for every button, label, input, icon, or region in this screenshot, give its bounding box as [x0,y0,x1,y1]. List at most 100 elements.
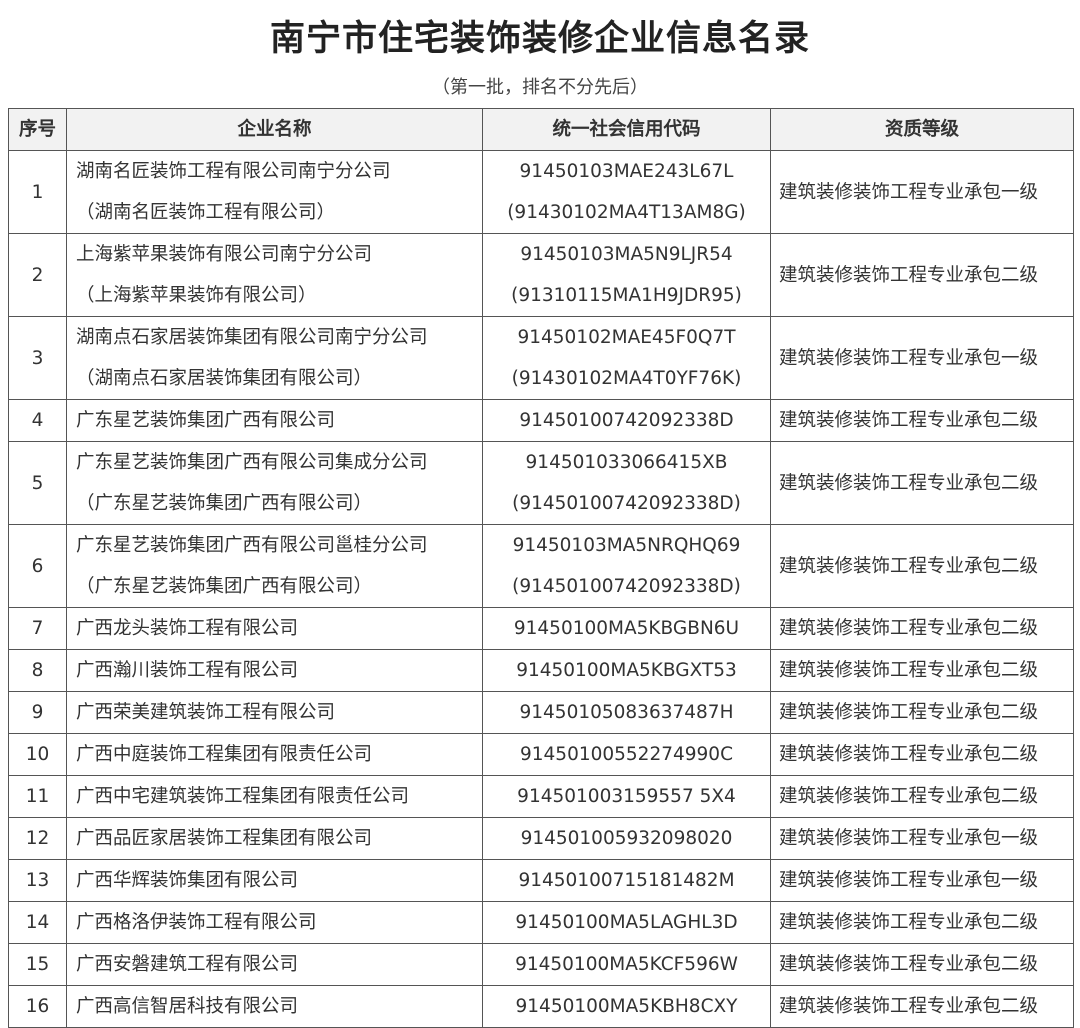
company-name: 广东星艺装饰集团广西有限公司集成分公司 （广东星艺装饰集团广西有限公司） [66,441,483,525]
credit-code: 91450100MA5KBGXT53 [482,649,771,692]
qualification-level: 建筑装修装饰工程专业承包二级 [770,441,1074,525]
code-line: 91450100552274990C [519,744,733,765]
code-line: (91450100742092338D) [512,493,741,514]
table-row: 11 广西中宅建筑装饰工程集团有限责任公司 914501003159557 5X4 建… [8,775,1074,818]
code-line: (91310115MA1H9JDR95) [511,285,742,306]
row-index: 7 [8,607,67,650]
code-line: 91450100MA5KBGBN6U [513,618,740,639]
company-name: 广西瀚川装饰工程有限公司 [66,649,483,692]
row-index: 10 [8,733,67,776]
table-row: 7 广西龙头装饰工程有限公司 91450100MA5KBGBN6U 建筑装修装饰工程专… [8,607,1074,650]
table-row: 4 广东星艺装饰集团广西有限公司 91450100742092338D 建筑装修装饰工… [8,399,1074,442]
credit-code: 91450103MA5N9LJR54 (91310115MA1H9JDR95) [482,233,771,317]
credit-code: 91450100742092338D [482,399,771,442]
code-line: 91450103MA5N9LJR54 [520,244,733,265]
name-line: 广西品匠家居装饰工程集团有限公司 [76,828,373,849]
table-row: 3 湖南点石家居装饰集团有限公司南宁分公司 （湖南点石家居装饰集团有限公司） 9145… [8,316,1074,400]
table-row: 10 广西中庭装饰工程集团有限责任公司 91450100552274990C 建筑装修… [8,733,1074,776]
name-line: 广西安磐建筑工程有限公司 [76,954,299,975]
code-line: 91450103MA5NRQHQ69 [512,535,741,556]
name-line: 上海紫苹果装饰有限公司南宁分公司 [76,244,373,265]
credit-code: 91450100MA5KCF596W [482,943,771,986]
company-name: 广西中宅建筑装饰工程集团有限责任公司 [66,775,483,818]
qualification-level: 建筑装修装饰工程专业承包二级 [770,524,1074,608]
qualification-level: 建筑装修装饰工程专业承包二级 [770,233,1074,317]
code-line: 91450100MA5LAGHL3D [515,912,738,933]
table-row: 8 广西瀚川装饰工程有限公司 91450100MA5KBGXT53 建筑装修装饰工程专… [8,649,1074,692]
table-row: 15 广西安磐建筑工程有限公司 91450100MA5KCF596W 建筑装修装饰工程… [8,943,1074,986]
code-line: 91450100742092338D [519,410,734,431]
row-index: 2 [8,233,67,317]
company-name: 广西中庭装饰工程集团有限责任公司 [66,733,483,776]
row-index: 13 [8,859,67,902]
qualification-level: 建筑装修装饰工程专业承包一级 [770,859,1074,902]
credit-code: 914501005932098020 [482,817,771,860]
code-line: 91450100MA5KBGXT53 [516,660,737,681]
name-line: 广西中庭装饰工程集团有限责任公司 [76,744,373,765]
page-title: 南宁市住宅装饰装修企业信息名录 [269,19,810,59]
table-row: 5 广东星艺装饰集团广西有限公司集成分公司 （广东星艺装饰集团广西有限公司） 9145… [8,441,1074,525]
qualification-level: 建筑装修装饰工程专业承包一级 [770,316,1074,400]
name-line: 广西荣美建筑装饰工程有限公司 [76,702,336,723]
code-line: 914501033066415XB [525,452,728,473]
company-name: 广东星艺装饰集团广西有限公司邕桂分公司 （广东星艺装饰集团广西有限公司） [66,524,483,608]
header-level: 资质等级 [770,108,1074,151]
name-line: （广东星艺装饰集团广西有限公司） [76,576,373,597]
name-line: 广东星艺装饰集团广西有限公司邕桂分公司 [76,535,428,556]
table-row: 16 广西高信智居科技有限公司 91450100MA5KBH8CXY 建筑装修装饰工程… [8,985,1074,1028]
qualification-level: 建筑装修装饰工程专业承包二级 [770,733,1074,776]
code-line: 91450100715181482M [518,870,735,891]
name-line: 广东星艺装饰集团广西有限公司集成分公司 [76,452,428,473]
row-index: 1 [8,150,67,234]
credit-code: 91450100MA5KBGBN6U [482,607,771,650]
company-name: 广西高信智居科技有限公司 [66,985,483,1028]
company-name: 湖南点石家居装饰集团有限公司南宁分公司 （湖南点石家居装饰集团有限公司） [66,316,483,400]
header-name: 企业名称 [66,108,483,151]
name-line: 广西龙头装饰工程有限公司 [76,618,299,639]
credit-code: 91450100MA5LAGHL3D [482,901,771,944]
table-row: 6 广东星艺装饰集团广西有限公司邕桂分公司 （广东星艺装饰集团广西有限公司） 9145… [8,524,1074,608]
qualification-level: 建筑装修装饰工程专业承包二级 [770,943,1074,986]
header-code: 统一社会信用代码 [482,108,771,151]
row-index: 9 [8,691,67,734]
enterprise-table: 序号 企业名称 统一社会信用代码 资质等级 1 湖南名匠装饰工程有限公司南宁分公司… [8,108,1074,1028]
name-line: 广东星艺装饰集团广西有限公司 [76,410,336,431]
company-name: 湖南名匠装饰工程有限公司南宁分公司 （湖南名匠装饰工程有限公司） [66,150,483,234]
name-line: （湖南名匠装饰工程有限公司） [76,202,336,223]
name-line: 广西高信智居科技有限公司 [76,996,299,1017]
credit-code: 91450105083637487H [482,691,771,734]
code-line: 914501003159557 5X4 [517,786,736,807]
name-line: 湖南名匠装饰工程有限公司南宁分公司 [76,161,391,182]
page-subtitle: （第一批，排名不分先后） [432,77,648,98]
name-line: （广东星艺装饰集团广西有限公司） [76,493,373,514]
company-name: 广西品匠家居装饰工程集团有限公司 [66,817,483,860]
name-line: （湖南点石家居装饰集团有限公司） [76,368,373,389]
table-row: 2 上海紫苹果装饰有限公司南宁分公司 （上海紫苹果装饰有限公司） 91450103MA… [8,233,1074,317]
name-line: 广西瀚川装饰工程有限公司 [76,660,299,681]
code-line: 91450103MAE243L67L [519,161,734,182]
table-row: 13 广西华辉装饰集团有限公司 91450100715181482M 建筑装修装饰工程… [8,859,1074,902]
company-name: 上海紫苹果装饰有限公司南宁分公司 （上海紫苹果装饰有限公司） [66,233,483,317]
row-index: 8 [8,649,67,692]
qualification-level: 建筑装修装饰工程专业承包二级 [770,649,1074,692]
credit-code: 914501003159557 5X4 [482,775,771,818]
table-row: 1 湖南名匠装饰工程有限公司南宁分公司 （湖南名匠装饰工程有限公司） 91450103… [8,150,1074,234]
table-row: 14 广西格洛伊装饰工程有限公司 91450100MA5LAGHL3D 建筑装修装饰工… [8,901,1074,944]
name-line: 湖南点石家居装饰集团有限公司南宁分公司 [76,327,428,348]
name-line: 广西中宅建筑装饰工程集团有限责任公司 [76,786,410,807]
qualification-level: 建筑装修装饰工程专业承包二级 [770,691,1074,734]
company-name: 广西安磐建筑工程有限公司 [66,943,483,986]
qualification-level: 建筑装修装饰工程专业承包二级 [770,985,1074,1028]
row-index: 11 [8,775,67,818]
qualification-level: 建筑装修装饰工程专业承包二级 [770,775,1074,818]
code-line: (91450100742092338D) [512,576,741,597]
code-line: 91450105083637487H [519,702,734,723]
qualification-level: 建筑装修装饰工程专业承包一级 [770,150,1074,234]
credit-code: 91450100715181482M [482,859,771,902]
company-name: 广西荣美建筑装饰工程有限公司 [66,691,483,734]
code-line: 91450102MAE45F0Q7T [517,327,736,348]
qualification-level: 建筑装修装饰工程专业承包二级 [770,399,1074,442]
credit-code: 91450100552274990C [482,733,771,776]
credit-code: 91450102MAE45F0Q7T (91430102MA4T0YF76K) [482,316,771,400]
row-index: 5 [8,441,67,525]
